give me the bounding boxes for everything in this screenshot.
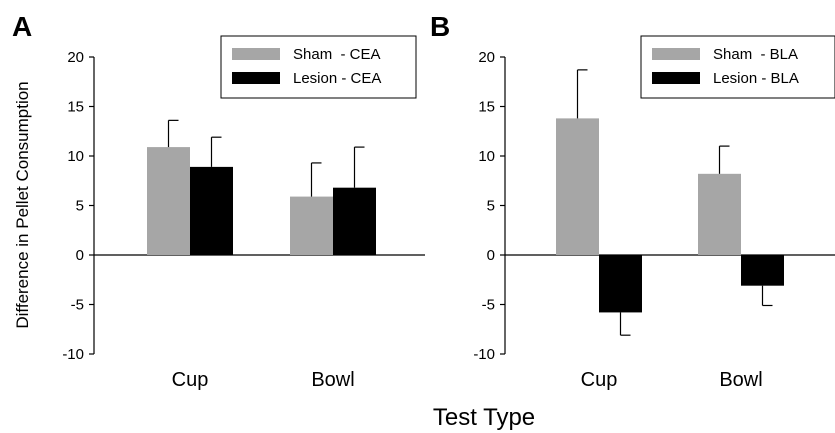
bar xyxy=(290,196,333,255)
bar xyxy=(741,255,784,286)
bar xyxy=(599,255,642,313)
bar xyxy=(556,118,599,255)
legend-swatch xyxy=(232,48,280,60)
y-tick-label: -5 xyxy=(482,297,495,314)
legend-label: Lesion - CEA xyxy=(293,70,381,87)
y-axis-label: Difference in Pellet Consumption xyxy=(13,81,32,328)
y-tick-label: 5 xyxy=(76,198,84,215)
panel-label: A xyxy=(12,11,32,42)
y-tick-label: 20 xyxy=(67,49,84,66)
category-label: Bowl xyxy=(311,369,354,391)
category-label: Bowl xyxy=(719,369,762,391)
y-tick-label: 15 xyxy=(67,99,84,116)
y-tick-label: 0 xyxy=(76,247,84,264)
panel-b: B -10 -5 0 5 10 15 20 Cup Bowl Sham - BLA Lesion - … xyxy=(430,11,835,391)
y-tick-label: 0 xyxy=(487,247,495,264)
legend-swatch xyxy=(652,72,700,84)
y-tick-label: -5 xyxy=(71,297,84,314)
legend-label: Sham - CEA xyxy=(293,46,381,63)
legend-box xyxy=(220,35,417,99)
y-tick-label: -10 xyxy=(473,346,495,363)
bar xyxy=(333,187,376,255)
category-label: Cup xyxy=(172,369,209,391)
legend-label: Sham - BLA xyxy=(713,46,798,63)
y-tick-label: 20 xyxy=(478,49,495,66)
y-tick-label: 10 xyxy=(67,148,84,165)
y-tick-label: 15 xyxy=(478,99,495,116)
y-tick-label: -10 xyxy=(62,346,84,363)
legend-box xyxy=(640,35,835,99)
category-label: Cup xyxy=(581,369,618,391)
panel-label: B xyxy=(430,11,450,42)
bar xyxy=(190,166,233,255)
legend-label: Lesion - BLA xyxy=(713,70,799,87)
bar xyxy=(147,147,190,255)
y-tick-label: 5 xyxy=(487,198,495,215)
x-axis-label: Test Type xyxy=(433,404,535,431)
panel-a: A -10 -5 0 5 10 15 20 Cup Bowl Sham - CEA Lesion - … xyxy=(12,11,425,391)
bar xyxy=(698,173,741,255)
y-tick-label: 10 xyxy=(478,148,495,165)
legend-swatch xyxy=(652,48,700,60)
legend-swatch xyxy=(232,72,280,84)
